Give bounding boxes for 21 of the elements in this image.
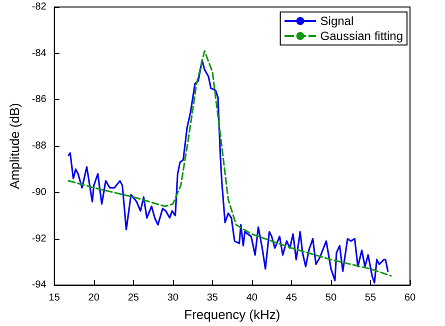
- y-tick-label: -92: [32, 233, 47, 244]
- y-tick-label: -90: [32, 186, 47, 198]
- x-tick-label: 15: [48, 292, 60, 304]
- legend-label: Gaussian fitting: [320, 29, 404, 43]
- y-tick-label: -84: [32, 48, 47, 59]
- x-tick-label: 55: [364, 292, 376, 304]
- x-tick-label: 60: [404, 292, 416, 304]
- y-tick-label: -86: [32, 94, 47, 106]
- x-tick-label: 40: [246, 292, 258, 304]
- x-tick-label: 50: [325, 292, 337, 304]
- x-tick-label: 20: [88, 292, 100, 304]
- y-tick-label: -94: [32, 280, 47, 291]
- x-tick-label: 35: [206, 292, 218, 304]
- y-tick-label: -88: [32, 140, 47, 152]
- x-tick-label: 45: [286, 292, 298, 304]
- y-tick-label: -82: [32, 2, 47, 12]
- x-axis-title: Frequency (kHz): [184, 307, 280, 322]
- y-axis-title: Amplitude (dB): [7, 103, 22, 190]
- legend-label: Signal: [320, 14, 354, 28]
- x-tick-label: 25: [128, 292, 140, 304]
- x-tick-label: 30: [167, 292, 179, 304]
